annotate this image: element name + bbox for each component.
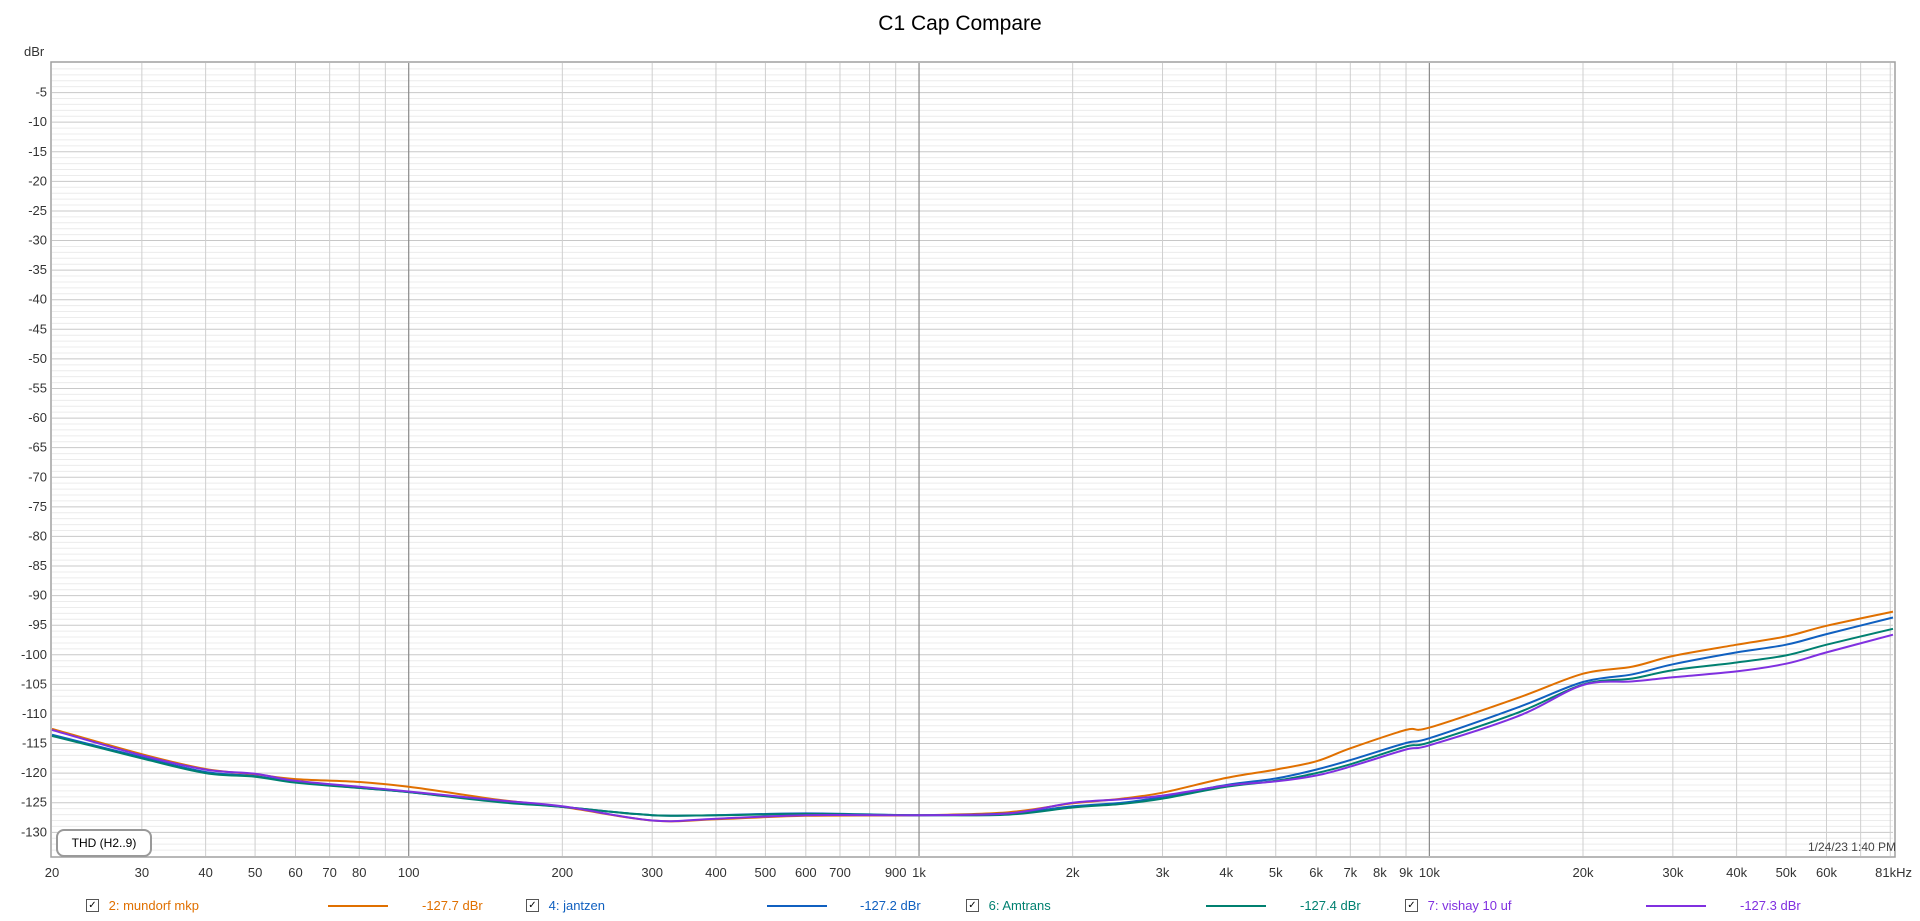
legend-item-amtrans[interactable]: ✓ 6: Amtrans bbox=[966, 896, 1051, 916]
legend-label: 2: mundorf mkp bbox=[108, 898, 199, 913]
x-tick-label: 70 bbox=[322, 865, 336, 880]
y-tick-label: -120 bbox=[21, 765, 47, 780]
grid bbox=[52, 63, 1893, 856]
y-tick-label: -55 bbox=[28, 380, 47, 395]
x-tick-label: 60 bbox=[288, 865, 302, 880]
x-tick-label: 80 bbox=[352, 865, 366, 880]
x-tick-label: 3k bbox=[1156, 865, 1170, 880]
legend-label: 6: Amtrans bbox=[988, 898, 1051, 913]
legend-swatch bbox=[1646, 905, 1706, 907]
legend-swatch bbox=[767, 905, 827, 907]
y-tick-label: -95 bbox=[28, 617, 47, 632]
x-tick-label: 500 bbox=[755, 865, 777, 880]
x-tick-label: 400 bbox=[705, 865, 727, 880]
y-axis-ticks: -5 -10 -15 -20 -25 -30 -35 -40 -45 -50 -55 -60 -65 -7… bbox=[21, 85, 47, 840]
chart-title: C1 Cap Compare bbox=[878, 12, 1041, 35]
series-checkbox[interactable]: ✓ bbox=[1405, 899, 1418, 913]
y-tick-label: -70 bbox=[28, 469, 47, 484]
y-tick-label: -20 bbox=[28, 173, 47, 188]
x-tick-label: 50 bbox=[248, 865, 262, 880]
x-tick-label: 20 bbox=[45, 865, 59, 880]
series-lines bbox=[51, 610, 1894, 823]
x-tick-label: 700 bbox=[829, 865, 851, 880]
legend-item-jantzen[interactable]: ✓ 4: jantzen bbox=[526, 896, 605, 916]
x-tick-label: 900 bbox=[885, 865, 907, 880]
y-tick-label: -25 bbox=[28, 203, 47, 218]
series-checkbox[interactable]: ✓ bbox=[86, 899, 99, 913]
y-tick-label: -40 bbox=[28, 292, 47, 307]
legend-item-vishay[interactable]: ✓ 7: vishay 10 uf bbox=[1405, 896, 1511, 916]
legend-label: 4: jantzen bbox=[548, 898, 605, 913]
y-tick-label: -35 bbox=[28, 262, 47, 277]
y-tick-label: -105 bbox=[21, 676, 47, 691]
x-tick-label: 300 bbox=[641, 865, 663, 880]
timestamp: 1/24/23 1:40 PM bbox=[1807, 840, 1896, 854]
legend-swatch bbox=[328, 905, 388, 907]
legend-value: -127.2 dBr bbox=[860, 898, 921, 913]
y-tick-label: -30 bbox=[28, 233, 47, 248]
legend-item-mundorf[interactable]: ✓ 2: mundorf mkp bbox=[86, 896, 199, 916]
x-tick-label: 2k bbox=[1066, 865, 1080, 880]
legend-swatch bbox=[1206, 905, 1266, 907]
y-tick-label: -75 bbox=[28, 499, 47, 514]
y-tick-label: -100 bbox=[21, 647, 47, 662]
series-checkbox[interactable]: ✓ bbox=[526, 899, 539, 913]
x-tick-label: 30k bbox=[1662, 865, 1683, 880]
y-axis-label: dBr bbox=[24, 44, 45, 59]
x-tick-label: 600 bbox=[795, 865, 817, 880]
y-tick-label: -10 bbox=[28, 114, 47, 129]
x-tick-label: 6k bbox=[1309, 865, 1323, 880]
x-tick-label: 1k bbox=[912, 865, 926, 880]
y-tick-label: -125 bbox=[21, 795, 47, 810]
legend-label: 7: vishay 10 uf bbox=[1427, 898, 1512, 913]
y-tick-label: -45 bbox=[28, 321, 47, 336]
y-tick-label: -130 bbox=[21, 824, 47, 839]
y-tick-label: -110 bbox=[22, 706, 47, 721]
series-line-4 bbox=[51, 633, 1894, 823]
y-tick-label: -60 bbox=[28, 410, 47, 425]
x-tick-label: 40 bbox=[198, 865, 212, 880]
y-tick-label: -80 bbox=[28, 528, 47, 543]
x-tick-label: 7k bbox=[1343, 865, 1357, 880]
y-tick-label: -115 bbox=[22, 736, 47, 751]
x-tick-label: 5k bbox=[1269, 865, 1283, 880]
y-tick-label: -15 bbox=[28, 144, 47, 159]
x-tick-label: 81kHz bbox=[1875, 865, 1912, 880]
series-checkbox[interactable]: ✓ bbox=[966, 899, 979, 913]
legend-value: -127.3 dBr bbox=[1740, 898, 1801, 913]
x-tick-label: 8k bbox=[1373, 865, 1387, 880]
x-tick-label: 10k bbox=[1419, 865, 1440, 880]
x-tick-label: 100 bbox=[398, 865, 420, 880]
y-tick-label: -90 bbox=[28, 588, 47, 603]
legend-value: -127.4 dBr bbox=[1300, 898, 1361, 913]
y-tick-label: -50 bbox=[28, 351, 47, 366]
x-tick-label: 9k bbox=[1399, 865, 1413, 880]
thd-badge[interactable]: THD (H2..9) bbox=[56, 829, 152, 857]
x-tick-label: 40k bbox=[1726, 865, 1747, 880]
x-tick-label: 50k bbox=[1776, 865, 1797, 880]
x-axis-ticks: 20 30 40 50 60 70 80 100 200 300 400 500 600 700 900 1k… bbox=[45, 865, 1912, 880]
y-tick-label: -85 bbox=[28, 558, 47, 573]
y-tick-label: -5 bbox=[35, 85, 47, 100]
x-tick-label: 60k bbox=[1816, 865, 1837, 880]
legend: ✓ 2: mundorf mkp -127.7 dBr ✓ 4: jantzen… bbox=[0, 896, 1920, 920]
x-tick-label: 4k bbox=[1219, 865, 1233, 880]
x-tick-label: 30 bbox=[135, 865, 149, 880]
x-tick-label: 200 bbox=[551, 865, 573, 880]
legend-value: -127.7 dBr bbox=[422, 898, 483, 913]
y-tick-label: -65 bbox=[28, 440, 47, 455]
x-tick-label: 20k bbox=[1573, 865, 1594, 880]
series-line-3 bbox=[51, 627, 1894, 817]
